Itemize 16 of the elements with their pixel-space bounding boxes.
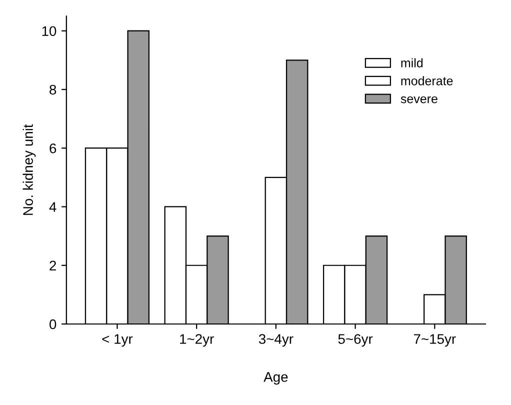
legend-label: moderate [401, 76, 453, 86]
y-tick-label: 4 [49, 202, 56, 212]
x-tick-label: 1~2yr [180, 334, 214, 347]
x-tick-label: 7~15yr [414, 334, 456, 347]
x-tick-label: 3~4yr [258, 334, 294, 347]
x-axis-title: Age [264, 372, 288, 385]
x-tick-label: 5~6yr [338, 334, 373, 347]
y-tick-label: 0 [50, 319, 56, 330]
y-tick-label: 6 [50, 143, 56, 154]
x-tick-label: < 1yr [102, 334, 133, 347]
y-tick-label: 10 [42, 26, 56, 36]
legend-label: severe [400, 96, 438, 104]
y-tick-label: 8 [50, 84, 56, 95]
y-tick-label: 2 [50, 260, 56, 270]
y-axis-title: No. kidney unit [22, 124, 36, 215]
legend-label: mild [401, 58, 423, 68]
